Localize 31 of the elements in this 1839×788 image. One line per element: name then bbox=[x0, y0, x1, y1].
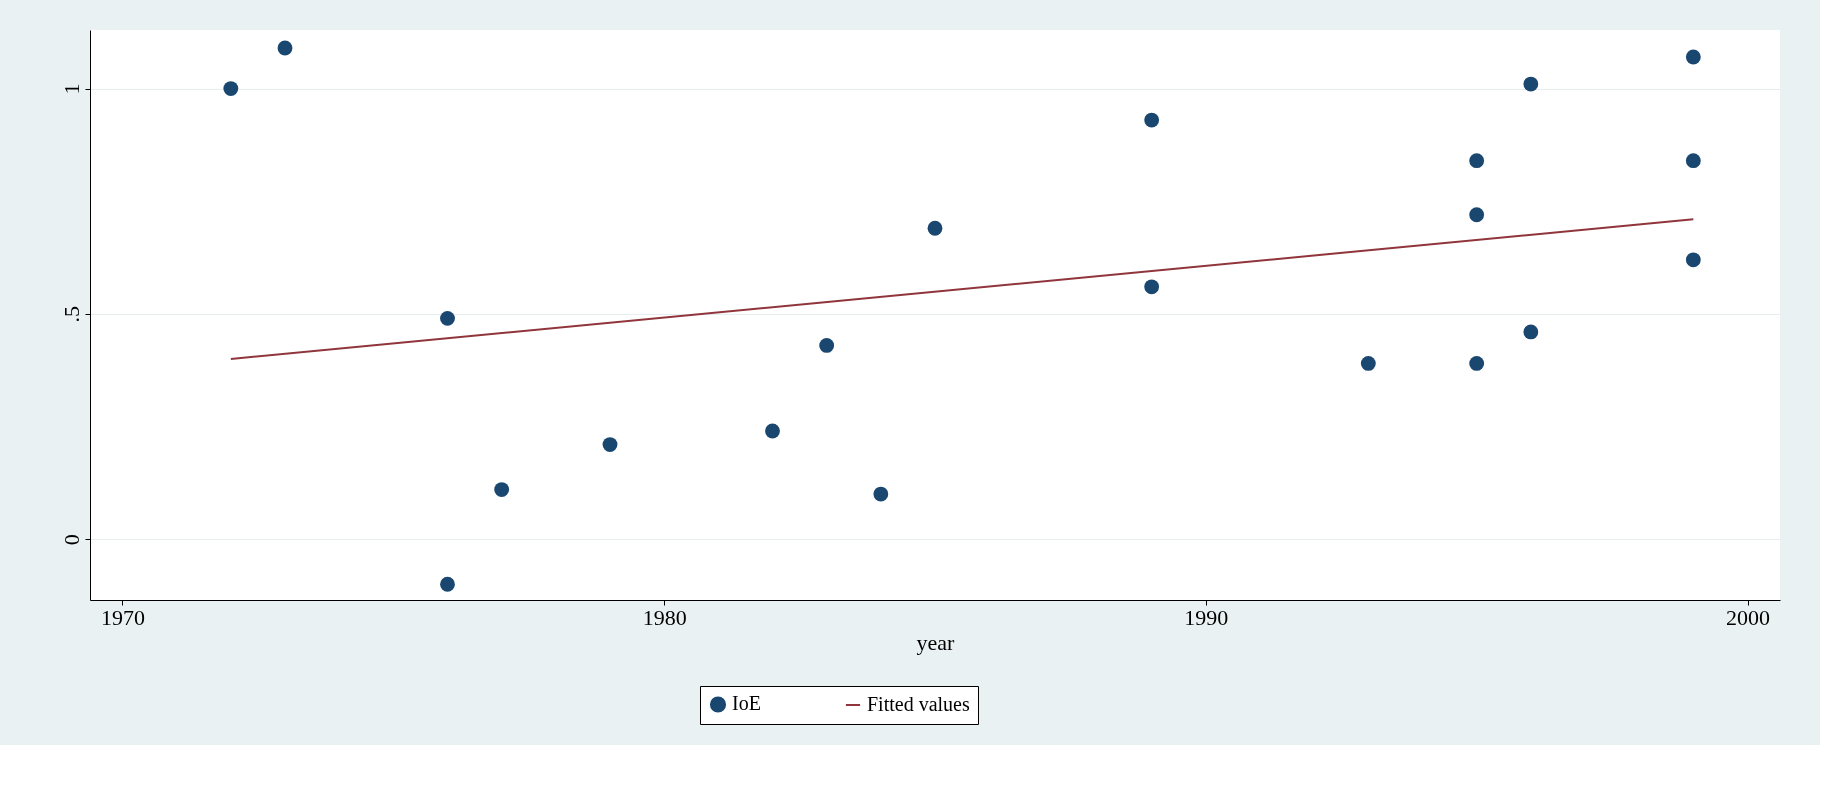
point bbox=[440, 310, 455, 326]
y-tick-label: 1 bbox=[58, 83, 84, 95]
point bbox=[494, 482, 510, 498]
point bbox=[440, 576, 455, 592]
point bbox=[1685, 252, 1701, 268]
x-tick-label: 1970 bbox=[101, 604, 145, 630]
point bbox=[1144, 279, 1160, 295]
point bbox=[1685, 49, 1701, 65]
legend-label: Fitted values bbox=[867, 693, 970, 715]
point bbox=[1360, 356, 1376, 371]
point bbox=[819, 338, 835, 353]
point bbox=[1523, 76, 1539, 92]
point bbox=[927, 220, 943, 236]
point bbox=[602, 437, 618, 452]
point bbox=[1469, 356, 1485, 371]
point bbox=[1469, 207, 1485, 223]
x-tick-label: 2000 bbox=[1726, 604, 1770, 630]
point bbox=[1523, 324, 1539, 340]
x-tick-label: 1990 bbox=[1184, 604, 1229, 630]
y-tick-label: 0 bbox=[58, 534, 84, 546]
legend-label: IoE bbox=[732, 692, 761, 715]
point bbox=[1469, 153, 1485, 169]
point bbox=[1685, 153, 1701, 169]
y-tick-label: .5 bbox=[58, 306, 84, 323]
x-tick-label: 1980 bbox=[642, 604, 687, 630]
point bbox=[765, 423, 780, 439]
point bbox=[277, 40, 293, 56]
point bbox=[223, 81, 239, 96]
point bbox=[1144, 112, 1160, 128]
point bbox=[873, 486, 889, 502]
x-axis-title: year bbox=[916, 629, 956, 655]
